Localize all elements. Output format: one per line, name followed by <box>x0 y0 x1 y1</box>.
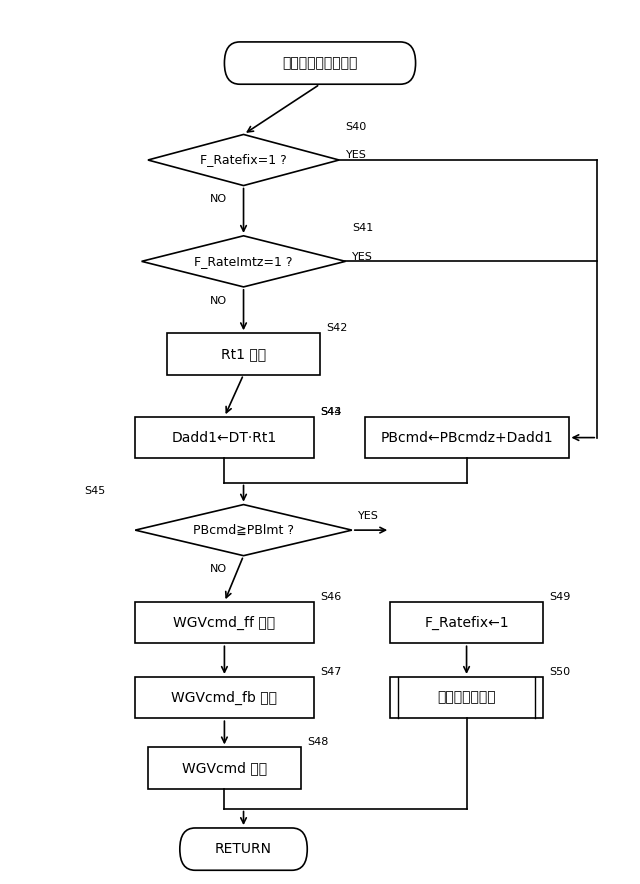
Text: WGVcmd_fb 算出: WGVcmd_fb 算出 <box>172 690 277 705</box>
Text: YES: YES <box>352 252 372 262</box>
Text: S44: S44 <box>320 407 341 417</box>
FancyBboxPatch shape <box>135 602 314 644</box>
FancyBboxPatch shape <box>390 677 543 719</box>
Text: NO: NO <box>209 194 227 204</box>
Text: F_RateImtz=1 ?: F_RateImtz=1 ? <box>195 255 292 268</box>
FancyBboxPatch shape <box>135 677 314 719</box>
FancyBboxPatch shape <box>148 747 301 789</box>
Text: S40: S40 <box>346 122 367 132</box>
Text: S46: S46 <box>320 592 341 602</box>
Text: S43: S43 <box>320 407 341 417</box>
Text: S45: S45 <box>84 485 106 496</box>
Text: 固定レート制御: 固定レート制御 <box>437 690 496 705</box>
Text: Rt1 算出: Rt1 算出 <box>221 347 266 361</box>
Polygon shape <box>148 134 339 186</box>
FancyBboxPatch shape <box>180 828 307 870</box>
Text: S50: S50 <box>549 667 570 677</box>
Text: Dadd1←DT·Rt1: Dadd1←DT·Rt1 <box>172 431 277 445</box>
Text: RETURN: RETURN <box>215 842 272 856</box>
Text: S48: S48 <box>307 737 328 747</box>
FancyBboxPatch shape <box>167 333 320 375</box>
FancyBboxPatch shape <box>390 602 543 644</box>
Text: YES: YES <box>346 150 366 160</box>
Text: YES: YES <box>358 511 379 522</box>
Text: NO: NO <box>209 296 227 306</box>
Text: NO: NO <box>209 565 227 575</box>
Text: レートリミット制御: レートリミット制御 <box>282 56 358 70</box>
Polygon shape <box>141 236 346 287</box>
Text: F_Ratefix←1: F_Ratefix←1 <box>424 615 509 629</box>
Text: F_Ratefix=1 ?: F_Ratefix=1 ? <box>200 154 287 166</box>
Text: WGVcmd 算出: WGVcmd 算出 <box>182 761 267 775</box>
FancyBboxPatch shape <box>135 417 314 458</box>
Polygon shape <box>135 505 352 556</box>
Text: PBcmd≧PBlmt ?: PBcmd≧PBlmt ? <box>193 523 294 537</box>
FancyBboxPatch shape <box>365 417 568 458</box>
Text: S41: S41 <box>352 223 373 233</box>
Text: S49: S49 <box>549 592 571 602</box>
FancyBboxPatch shape <box>225 42 415 84</box>
Text: S47: S47 <box>320 667 341 677</box>
Text: PBcmd←PBcmdz+Dadd1: PBcmd←PBcmdz+Dadd1 <box>380 431 553 445</box>
Text: S42: S42 <box>326 324 348 333</box>
Text: WGVcmd_ff 算出: WGVcmd_ff 算出 <box>173 615 275 629</box>
